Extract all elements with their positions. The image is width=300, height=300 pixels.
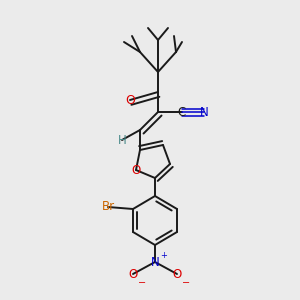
Text: +: +: [160, 251, 167, 260]
Text: Br: Br: [101, 200, 115, 214]
Text: O: O: [131, 164, 141, 176]
Text: N: N: [200, 106, 208, 118]
Text: O: O: [125, 94, 135, 106]
Text: −: −: [138, 278, 146, 288]
Text: N: N: [151, 256, 159, 268]
Text: C: C: [178, 106, 186, 118]
Text: H: H: [118, 134, 126, 146]
Text: −: −: [182, 278, 190, 288]
Text: O: O: [172, 268, 182, 281]
Text: O: O: [128, 268, 138, 281]
